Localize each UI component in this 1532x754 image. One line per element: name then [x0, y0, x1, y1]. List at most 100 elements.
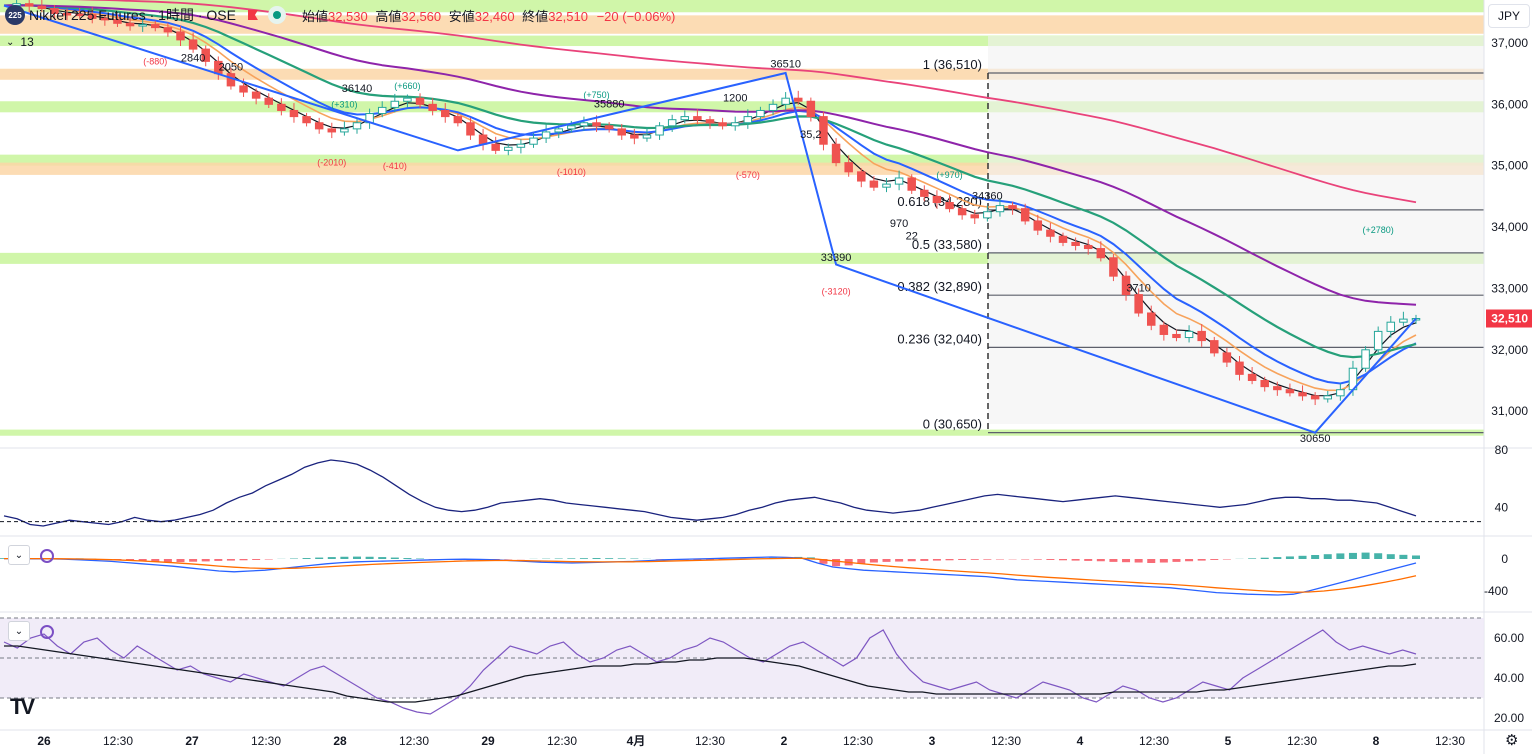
macd-histogram-bar: [1109, 559, 1118, 562]
candle-body: [756, 109, 765, 118]
macd-histogram-bar: [958, 559, 967, 560]
candle-body: [579, 122, 589, 127]
macd-histogram-bar: [1172, 559, 1181, 562]
macd-histogram-bar: [907, 559, 916, 562]
macd-histogram-bar: [1348, 552, 1357, 559]
rsi-collapse-button[interactable]: ⌄: [8, 621, 30, 641]
candle-body: [1247, 373, 1257, 381]
ohlc-readout: 始値32,530 高値32,560 安値32,460 終値32,510 −20 …: [298, 6, 675, 25]
time-tick-label: 12:30: [991, 734, 1021, 748]
candle-body: [352, 122, 362, 130]
settings-gear-icon[interactable]: ⚙: [1505, 732, 1519, 749]
swing-label: (-2010): [317, 158, 346, 168]
time-tick-label: 12:30: [1287, 734, 1317, 748]
candle-body: [819, 116, 828, 145]
macd-collapse-button[interactable]: ⌄: [8, 545, 30, 565]
macd-histogram-bar: [340, 556, 349, 559]
macd-histogram-bar: [151, 559, 160, 562]
candle-body: [945, 202, 954, 210]
price-tick-label: 31,000: [1491, 404, 1528, 418]
candle-body: [831, 143, 841, 164]
price-tick-label: 34,000: [1491, 220, 1528, 234]
rsi-tick-label: 40.00: [1494, 671, 1524, 685]
candle-body: [932, 195, 942, 204]
time-axis: 26 12:30 27 12:30 28 12:30 29 12:30 4月 12:30 2 12:3…: [37, 734, 1465, 748]
time-tick-label: 26: [37, 734, 51, 748]
flag-icon[interactable]: [247, 10, 258, 20]
swing-label: (-3120): [822, 287, 851, 297]
candle-body: [907, 177, 916, 191]
swing-label: (-570): [736, 170, 760, 180]
macd-histogram-bar: [1159, 559, 1168, 563]
chevron-down-icon[interactable]: ⌄: [6, 36, 15, 48]
candle-body: [806, 100, 816, 118]
candle-body: [1071, 241, 1080, 246]
candle-body: [1083, 244, 1093, 250]
high-value: 32,560: [401, 8, 442, 24]
candle-body: [453, 116, 463, 124]
candle-body: [277, 103, 286, 111]
swing-label: 34360: [972, 190, 1003, 202]
macd-histogram-bar: [1084, 559, 1093, 561]
time-tick-label: 12:30: [251, 734, 281, 748]
macd-histogram-bar: [315, 557, 324, 559]
time-tick-label: 4月: [627, 734, 646, 748]
macd-histogram-bar: [1059, 559, 1067, 561]
candle-body: [857, 171, 866, 182]
macd-histogram-bar: [239, 559, 248, 561]
macd-indicator-icon[interactable]: [40, 549, 54, 563]
candle-body: [529, 137, 538, 145]
macd-histogram-bar: [1311, 555, 1320, 559]
symbol-title[interactable]: Nikkei 225 Futures · 1時間 · OSE: [29, 7, 236, 23]
macd-histogram-bar: [983, 559, 992, 560]
zone-band: [0, 429, 1484, 436]
time-tick-label: 27: [185, 734, 199, 748]
zone-band: [0, 35, 1484, 47]
macd-histogram-bar: [353, 556, 361, 559]
candle-body: [730, 122, 740, 127]
fib-level-label: 0.5 (33,580): [912, 237, 982, 252]
price-tick-label: 36,000: [1491, 97, 1528, 111]
rsi-tick-label: 60.00: [1494, 631, 1524, 645]
currency-button[interactable]: JPY: [1488, 4, 1530, 28]
candle-body: [125, 22, 135, 27]
candle-body: [441, 109, 450, 118]
time-tick-label: 29: [481, 734, 495, 748]
macd-histogram-bar: [201, 559, 210, 562]
candle-body: [718, 122, 727, 127]
macd-histogram-bar: [1285, 556, 1294, 559]
candle-body: [1109, 257, 1118, 277]
swing-label: 1200: [723, 92, 747, 104]
time-tick-label: 8: [1373, 734, 1380, 748]
candle-body: [894, 177, 904, 185]
macd-histogram-bar: [327, 557, 336, 559]
swing-label: (-410): [383, 161, 407, 171]
low-value: 32,460: [474, 8, 515, 24]
macd-histogram-bar: [1033, 559, 1042, 560]
macd-pane: 0 -400: [0, 552, 1508, 598]
macd-histogram-bar: [945, 559, 954, 561]
macd-histogram-bar: [1096, 559, 1105, 562]
time-tick-label: 12:30: [1139, 734, 1169, 748]
candle-body: [1147, 312, 1156, 326]
market-status-icon[interactable]: [267, 6, 286, 24]
rsi-indicator-icon[interactable]: [40, 625, 54, 639]
candle-body: [37, 5, 47, 10]
macd-histogram-bar: [365, 556, 374, 559]
candle-body: [163, 27, 173, 33]
macd-histogram-bar: [1210, 559, 1219, 560]
candle-body: [62, 13, 72, 16]
macd-histogram-bar: [214, 559, 223, 561]
candle-body: [1260, 379, 1269, 388]
indicator-legend-toggle[interactable]: ⌄ 13: [0, 33, 56, 51]
candle-body: [176, 31, 185, 41]
candle-body: [1008, 205, 1017, 210]
candle-body: [794, 97, 803, 102]
symbol-logo[interactable]: 225: [5, 5, 25, 25]
time-tick-label: 12:30: [695, 734, 725, 748]
low-label: 安値: [448, 8, 475, 24]
macd-tick-label: -400: [1484, 584, 1508, 598]
candle-body: [554, 128, 563, 133]
macd-histogram-bar: [1122, 559, 1131, 563]
